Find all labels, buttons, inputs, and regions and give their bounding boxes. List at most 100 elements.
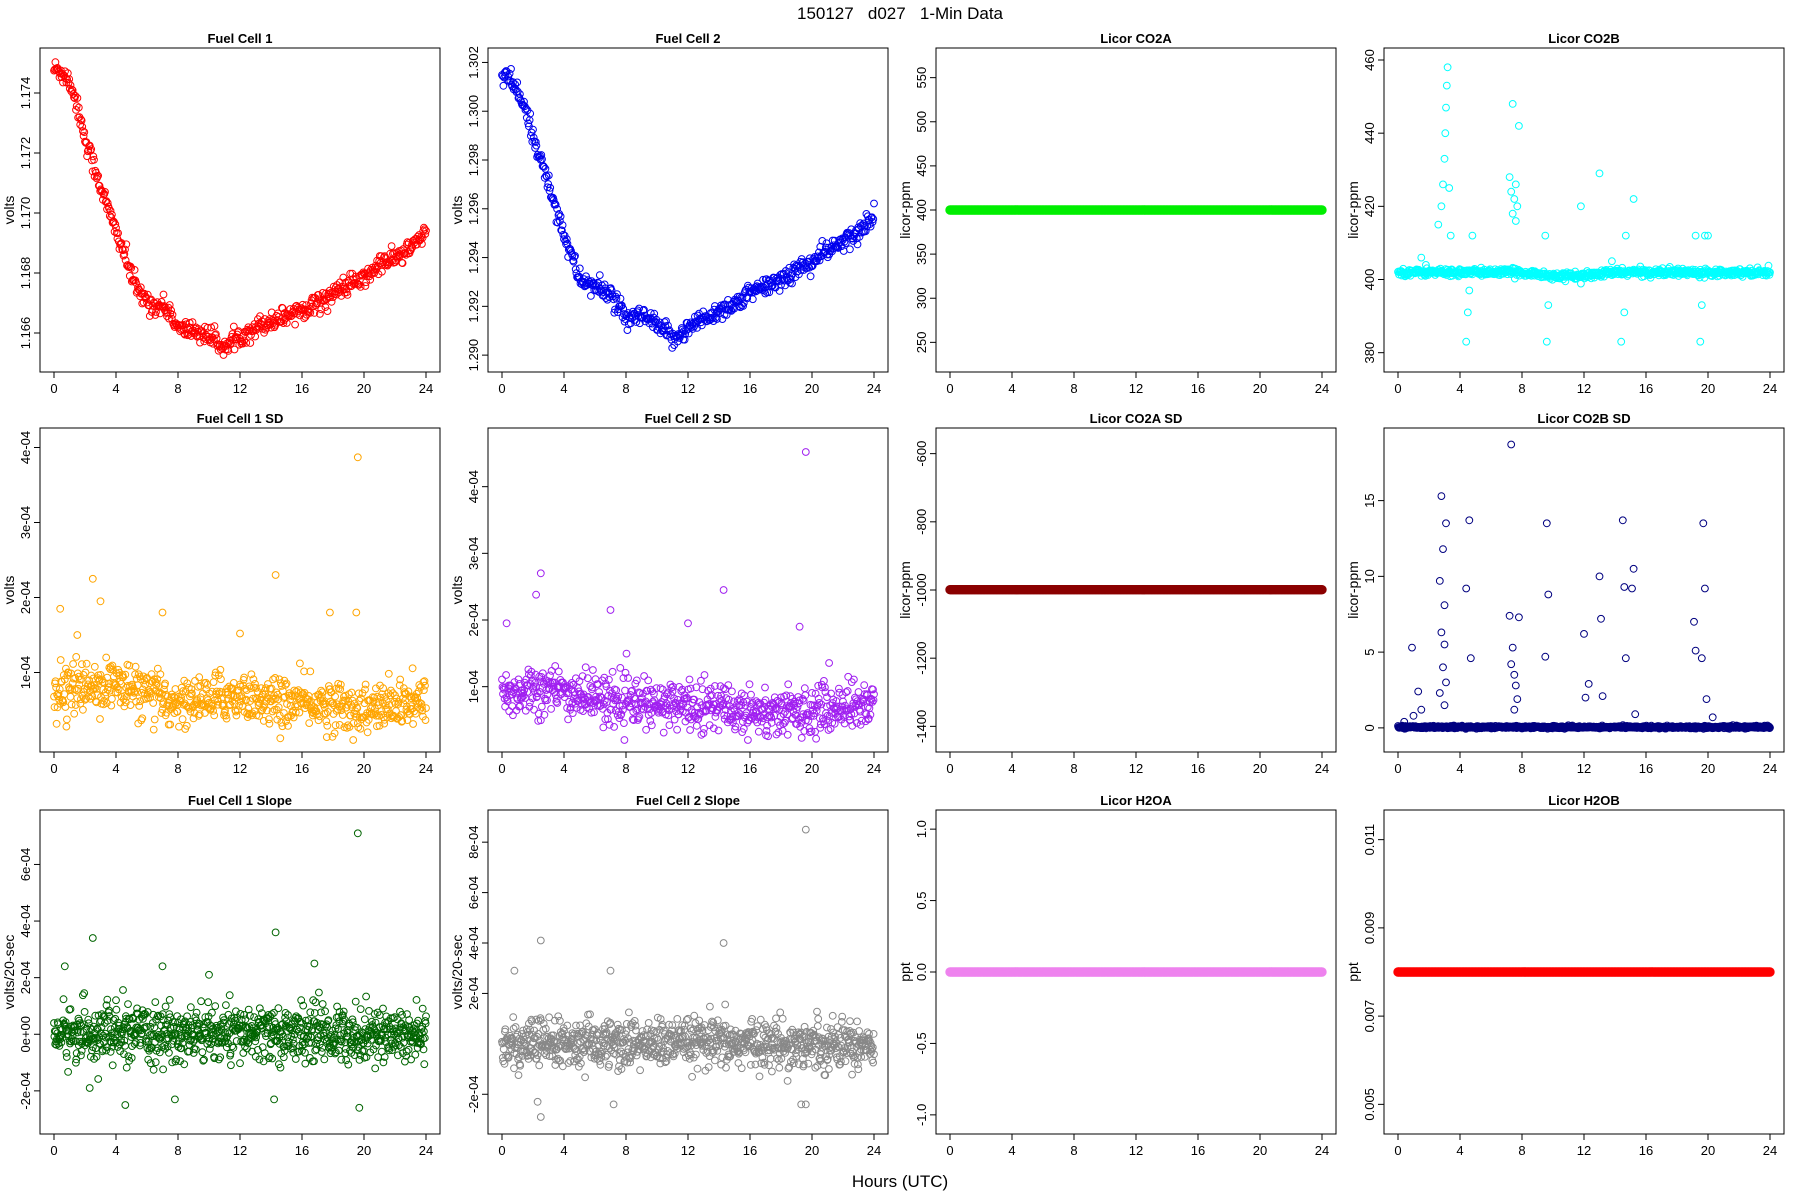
data-point xyxy=(366,275,375,284)
data-point xyxy=(806,272,815,281)
data-point xyxy=(521,706,530,715)
data-point xyxy=(210,711,219,720)
x-tick-label: 8 xyxy=(1070,761,1077,776)
data-point xyxy=(158,608,167,617)
data-point xyxy=(171,685,180,693)
data-point xyxy=(353,453,362,462)
data-point xyxy=(544,171,553,180)
data-point xyxy=(331,692,340,701)
data-point xyxy=(421,230,430,238)
y-tick-label: -800 xyxy=(914,509,929,535)
data-point xyxy=(861,227,870,236)
data-point xyxy=(1442,103,1450,112)
data-point xyxy=(362,278,371,287)
data-point xyxy=(662,317,670,325)
data-points xyxy=(1394,63,1774,346)
data-point xyxy=(79,705,87,714)
data-point xyxy=(121,245,129,254)
data-point xyxy=(168,310,177,319)
data-point xyxy=(298,305,306,314)
data-point xyxy=(127,277,136,286)
data-point xyxy=(633,306,642,315)
data-point xyxy=(754,727,763,736)
data-point xyxy=(763,288,772,297)
x-tick-label: 24 xyxy=(419,381,433,396)
y-tick-label: 3e-04 xyxy=(466,537,481,570)
data-point xyxy=(556,212,565,221)
data-point xyxy=(217,675,225,684)
data-point xyxy=(74,103,83,112)
plot-frame xyxy=(39,47,441,373)
data-point xyxy=(310,309,319,317)
data-point xyxy=(267,308,276,317)
y-tick-label: 420 xyxy=(1362,195,1377,217)
data-point xyxy=(114,229,122,238)
data-point xyxy=(603,295,612,304)
y-tick-label: 380 xyxy=(1362,342,1377,364)
data-point xyxy=(612,294,621,303)
data-point xyxy=(122,240,131,249)
y-tick-label: -1200 xyxy=(914,642,929,675)
x-tick-label: 8 xyxy=(622,761,629,776)
x-tick-label: 0 xyxy=(946,381,953,396)
data-point xyxy=(90,172,99,181)
data-point xyxy=(673,725,681,734)
data-point xyxy=(644,676,653,685)
data-point xyxy=(726,306,735,315)
y-tick-label: 2e-04 xyxy=(466,603,481,636)
data-point xyxy=(70,93,78,102)
data-point xyxy=(398,259,407,268)
data-point xyxy=(739,302,747,310)
data-point xyxy=(719,586,728,594)
data-point xyxy=(112,223,120,232)
data-point xyxy=(90,662,99,671)
data-point xyxy=(620,719,628,727)
y-tick-label: 450 xyxy=(914,155,929,177)
data-point xyxy=(531,138,540,146)
data-point xyxy=(1696,337,1705,346)
data-point xyxy=(685,675,694,684)
y-tick-label: 250 xyxy=(914,332,929,354)
data-point xyxy=(520,97,528,106)
data-point xyxy=(242,339,251,347)
data-point xyxy=(327,297,336,306)
data-point xyxy=(267,323,275,332)
y-tick-label: 1e-04 xyxy=(18,656,33,689)
data-point xyxy=(78,122,87,131)
data-point xyxy=(1417,253,1426,262)
data-point xyxy=(276,734,285,743)
y-axis-label: volts xyxy=(1,576,17,605)
x-tick-label: 16 xyxy=(295,761,309,776)
plot-frame xyxy=(1383,47,1785,373)
data-point xyxy=(151,311,160,319)
x-tick-label: 16 xyxy=(1191,381,1205,396)
data-point xyxy=(1446,231,1455,240)
data-point xyxy=(1544,301,1553,310)
data-point xyxy=(540,173,549,182)
y-tick-label: 4e-04 xyxy=(18,431,33,464)
data-point xyxy=(553,218,562,227)
x-tick-label: 4 xyxy=(560,761,567,776)
y-tick-label: 1.302 xyxy=(466,46,481,79)
x-tick-label: 0 xyxy=(946,761,953,776)
data-point xyxy=(271,571,280,579)
data-point xyxy=(102,197,111,206)
y-tick-label: 1.172 xyxy=(18,137,33,170)
data-point xyxy=(839,697,847,706)
data-point xyxy=(551,199,559,208)
data-point xyxy=(246,339,255,347)
data-point xyxy=(797,734,806,742)
data-point xyxy=(64,79,73,87)
x-tick-label: 20 xyxy=(1701,381,1715,396)
data-point xyxy=(1608,257,1616,266)
data-point xyxy=(505,69,514,78)
data-point xyxy=(77,116,86,125)
x-tick-label: 8 xyxy=(622,381,629,396)
y-axis-label: volts xyxy=(449,196,465,225)
y-tick-label: 4e-04 xyxy=(466,470,481,503)
y-axis-label: licor-ppm xyxy=(1345,561,1361,619)
x-tick-label: 0 xyxy=(1394,381,1401,396)
data-point xyxy=(537,151,546,159)
